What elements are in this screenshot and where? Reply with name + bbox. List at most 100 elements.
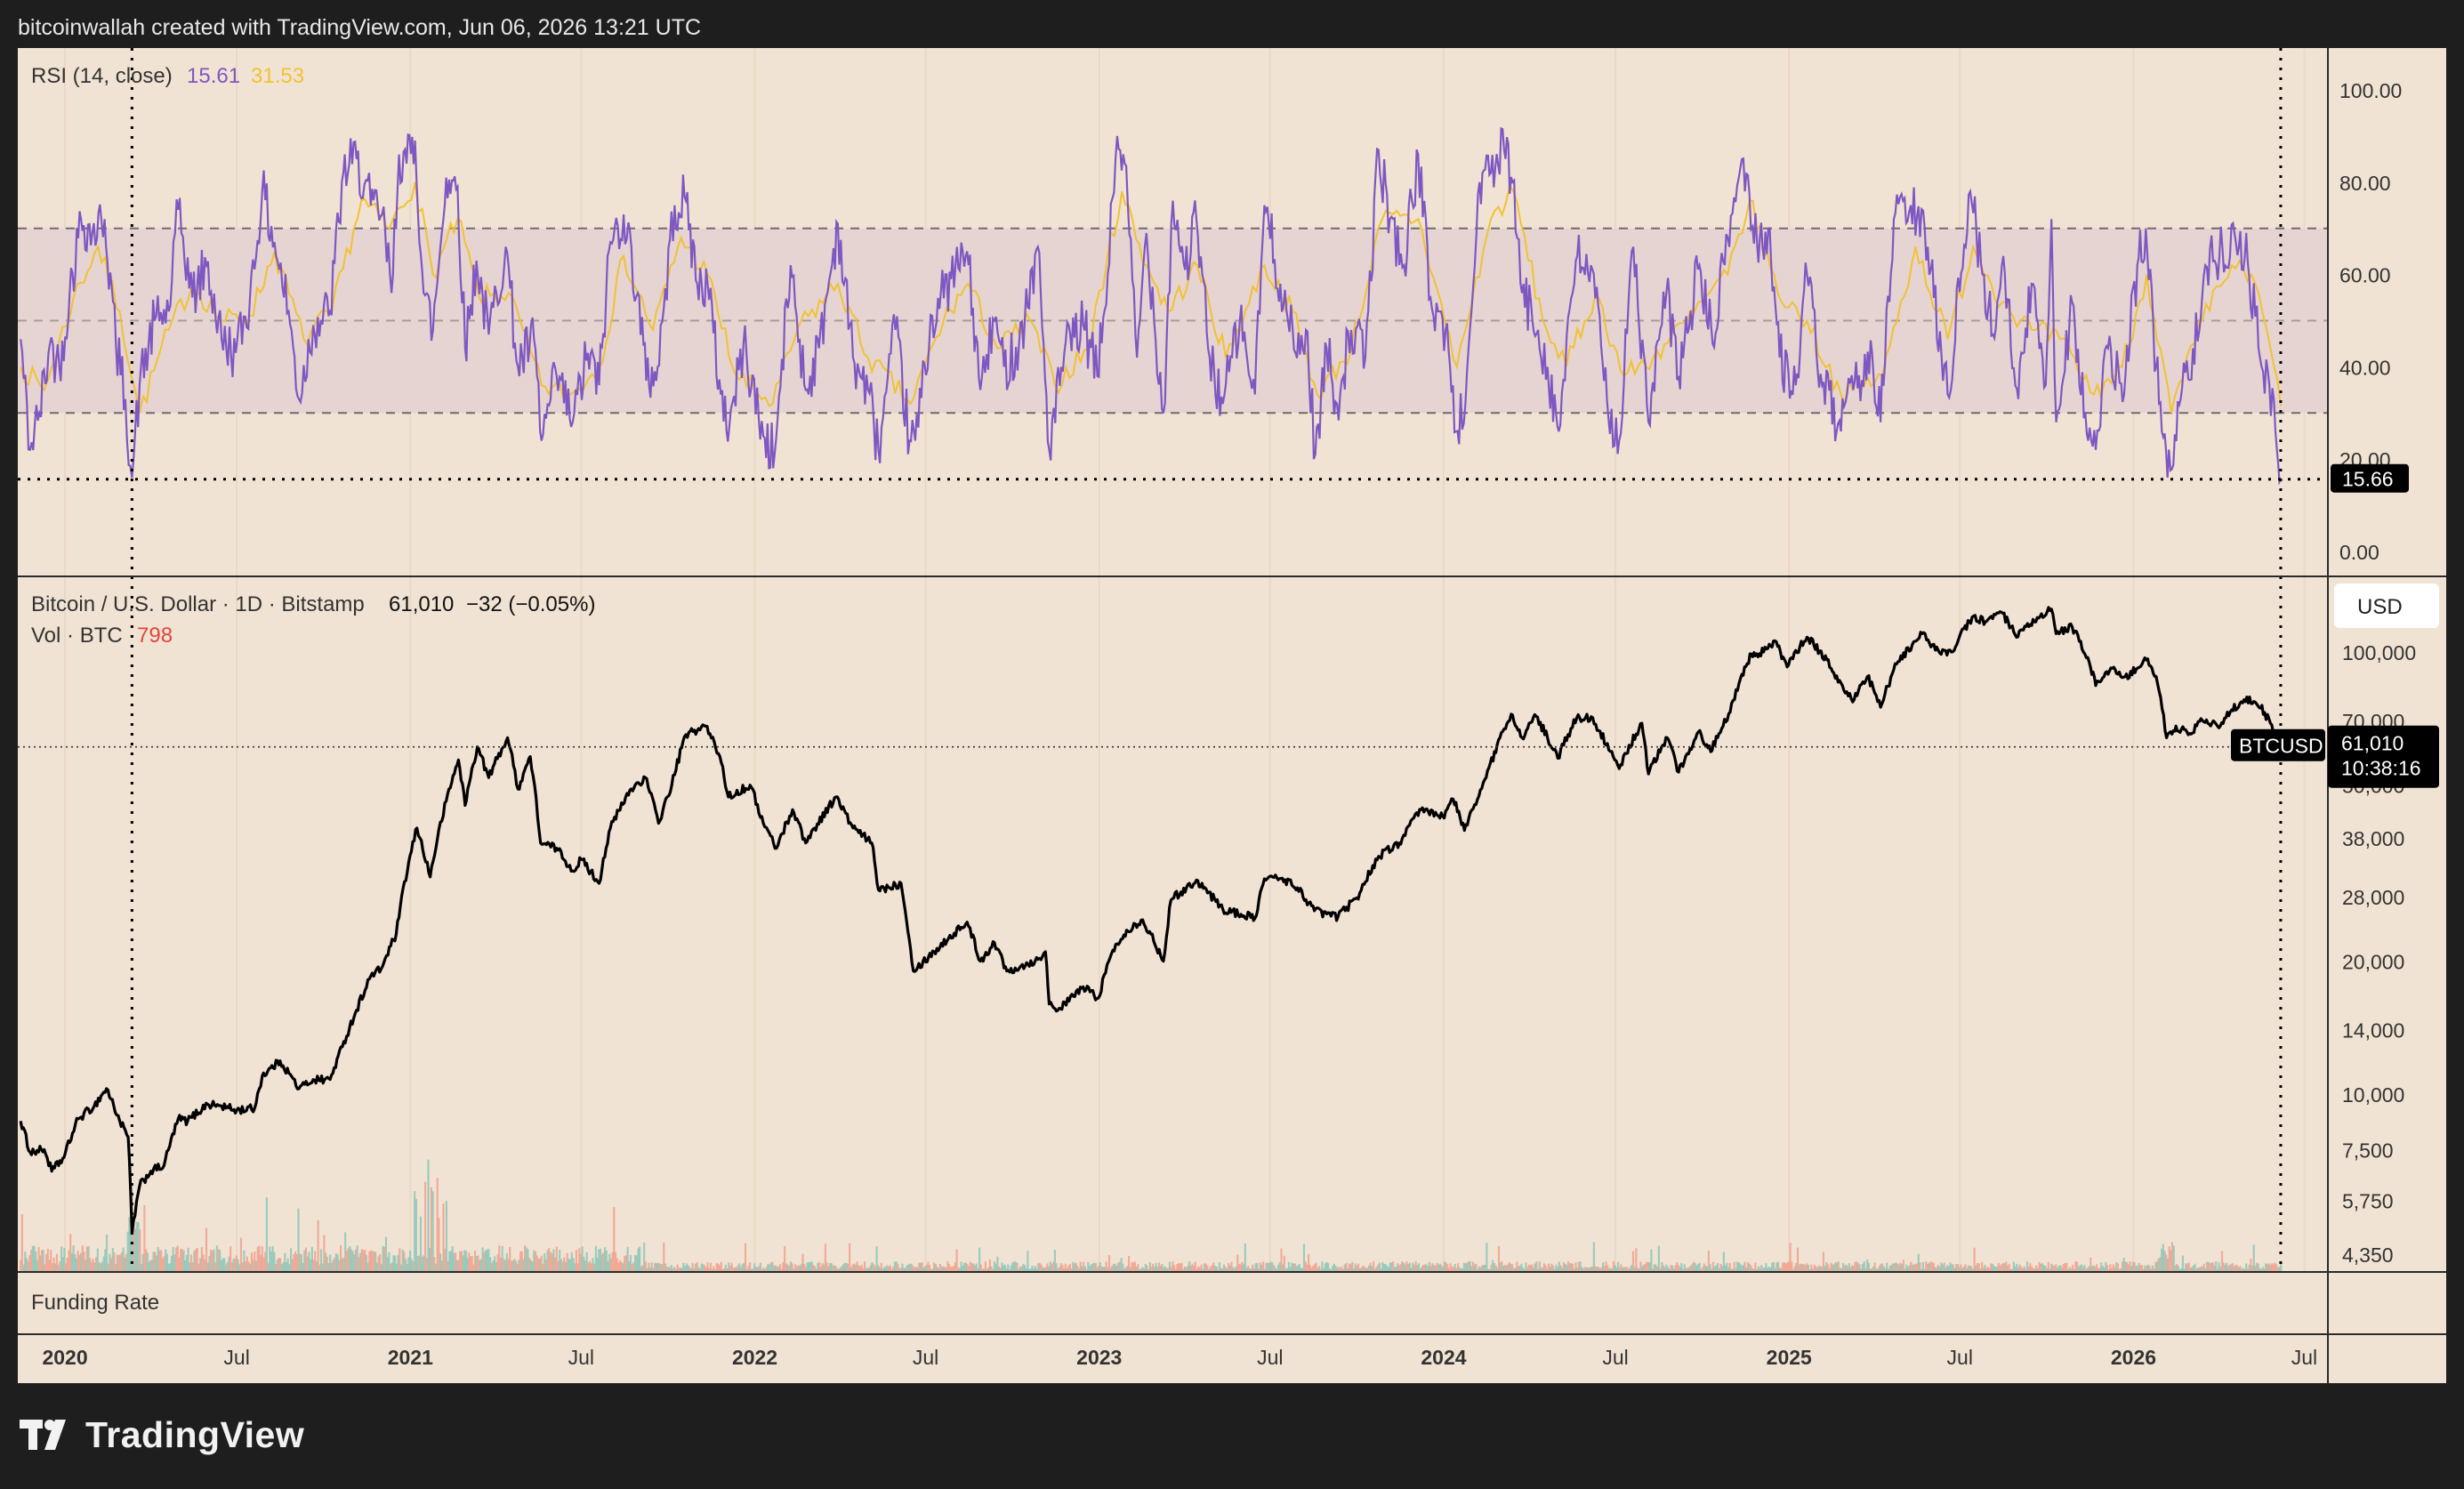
volume-bar xyxy=(161,1258,164,1272)
volume-bar xyxy=(2211,1262,2214,1272)
volume-bar xyxy=(492,1260,495,1272)
volume-bar xyxy=(1401,1261,1404,1272)
volume-bar xyxy=(744,1243,747,1272)
volume-bar xyxy=(723,1268,726,1272)
rsi-axis-tick: 80.00 xyxy=(2339,172,2391,195)
volume-bar xyxy=(2210,1262,2213,1272)
volume-bar xyxy=(1751,1268,1754,1272)
volume-bar xyxy=(938,1264,941,1272)
volume-bar xyxy=(392,1255,395,1272)
volume-bar xyxy=(1866,1260,1869,1272)
volume-bar xyxy=(724,1264,727,1272)
volume-bar xyxy=(841,1266,843,1272)
volume-bar xyxy=(247,1261,250,1272)
volume-bar xyxy=(1772,1262,1775,1272)
currency-button[interactable] xyxy=(2334,584,2439,628)
volume-bar xyxy=(1470,1266,1473,1272)
volume-bar xyxy=(927,1261,930,1272)
volume-bar xyxy=(285,1261,288,1272)
volume-bar xyxy=(592,1258,594,1272)
tradingview-brand[interactable]: TradingView xyxy=(20,1414,304,1455)
volume-bar xyxy=(2012,1261,2015,1272)
volume-bar xyxy=(1624,1267,1627,1272)
volume-bar xyxy=(1692,1261,1695,1272)
volume-bar xyxy=(489,1257,492,1272)
volume-bar xyxy=(1390,1262,1393,1272)
volume-bar xyxy=(176,1245,179,1272)
volume-bar xyxy=(643,1243,646,1272)
volume-bar xyxy=(628,1260,631,1272)
volume-bar xyxy=(797,1265,800,1272)
volume-bar xyxy=(167,1263,170,1272)
volume-bar xyxy=(2213,1265,2216,1272)
volume-bar xyxy=(1888,1266,1891,1272)
volume-bar xyxy=(1049,1261,1051,1272)
volume-bar xyxy=(409,1251,412,1272)
volume-bar xyxy=(312,1260,315,1272)
volume-bar xyxy=(1916,1263,1919,1272)
volume-bar xyxy=(774,1265,777,1272)
volume-bar xyxy=(1754,1262,1757,1272)
volume-bar xyxy=(1159,1265,1162,1272)
volume-bar xyxy=(754,1267,757,1272)
volume-bar xyxy=(2261,1267,2264,1272)
volume-bar xyxy=(1627,1268,1630,1272)
volume-bar xyxy=(1700,1268,1703,1272)
volume-bar xyxy=(434,1263,438,1272)
volume-bar xyxy=(1566,1261,1570,1272)
volume-bar xyxy=(252,1259,254,1272)
volume-bar xyxy=(2144,1265,2146,1272)
volume-bar xyxy=(968,1266,970,1272)
volume-bar xyxy=(2187,1262,2190,1272)
volume-bar xyxy=(1152,1263,1155,1272)
volume-bar xyxy=(809,1261,812,1272)
volume-bar xyxy=(477,1255,479,1272)
volume-bar xyxy=(2065,1262,2068,1272)
volume-bar xyxy=(865,1268,867,1272)
volume-bar xyxy=(903,1268,906,1272)
volume-bar xyxy=(135,1221,138,1272)
volume-bar xyxy=(1308,1265,1311,1272)
volume-bar xyxy=(2092,1265,2095,1272)
volume-bar xyxy=(664,1263,667,1272)
volume-bar xyxy=(1727,1267,1730,1272)
volume-bar xyxy=(700,1263,703,1272)
volume-bar xyxy=(1138,1268,1141,1272)
volume-bar xyxy=(2226,1262,2228,1272)
volume-bar xyxy=(715,1263,718,1272)
volume-bar xyxy=(119,1254,122,1272)
volume-bar xyxy=(1969,1265,1971,1272)
volume-bar xyxy=(1988,1268,1991,1272)
volume-bar xyxy=(1847,1266,1849,1272)
volume-bar xyxy=(375,1262,378,1272)
volume-bar xyxy=(280,1264,283,1272)
volume-bar xyxy=(1063,1268,1066,1272)
volume-bar xyxy=(730,1262,733,1272)
volume-bar xyxy=(1784,1263,1787,1272)
volume-bar xyxy=(869,1265,872,1272)
volume-bar xyxy=(1193,1265,1196,1272)
volume-bar xyxy=(1733,1261,1735,1272)
price-axis-tick: 28,000 xyxy=(2342,886,2404,909)
volume-bar xyxy=(282,1262,285,1272)
volume-bar xyxy=(931,1268,934,1272)
volume-bar xyxy=(105,1235,109,1272)
volume-bar xyxy=(554,1257,557,1272)
volume-bar xyxy=(75,1258,78,1272)
volume-bar xyxy=(1771,1262,1774,1272)
volume-bar xyxy=(455,1252,457,1272)
volume-bar xyxy=(399,1248,401,1272)
volume-bar xyxy=(1629,1267,1631,1272)
volume-bar xyxy=(1858,1264,1861,1272)
volume-bar xyxy=(182,1250,185,1272)
price-label-box xyxy=(2328,725,2439,788)
volume-bar xyxy=(1280,1248,1283,1272)
volume-bar xyxy=(31,1245,34,1272)
volume-bar xyxy=(1904,1268,1906,1272)
volume-bar xyxy=(464,1251,468,1272)
volume-bar xyxy=(107,1263,109,1272)
volume-bar xyxy=(1774,1268,1776,1272)
volume-bar xyxy=(232,1259,235,1272)
volume-bar xyxy=(1929,1261,1932,1272)
